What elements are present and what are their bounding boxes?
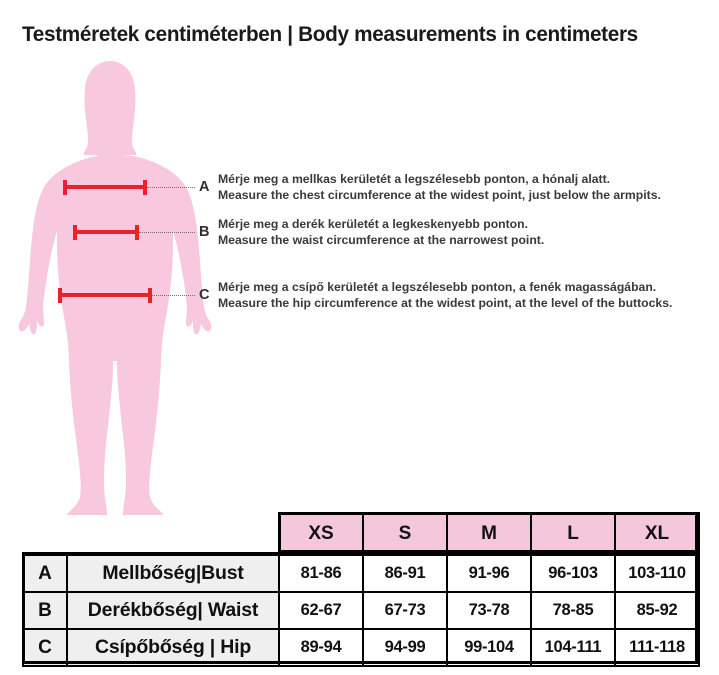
instruction-hip: Mérje meg a csípő kerületét a legszélese… xyxy=(218,280,672,311)
page-title: Testméretek centiméterben | Body measure… xyxy=(22,22,638,46)
waist-line-cap-right xyxy=(135,225,139,240)
row-letter-b: B xyxy=(22,591,68,630)
instruction-bust-en: Measure the chest circumference at the w… xyxy=(218,187,661,202)
cell-hip-l: 104-111 xyxy=(530,628,616,667)
cell-hip-m: 99-104 xyxy=(446,628,532,667)
row-label-bust: Mellbőség|Bust xyxy=(66,554,280,593)
bust-leader-line xyxy=(147,187,195,188)
hip-line-cap-right xyxy=(148,288,152,303)
body-figure-diagram: A B C xyxy=(0,55,260,515)
header-spacer-letter xyxy=(23,513,67,555)
bust-line-cap-right xyxy=(143,180,147,195)
cell-bust-s: 86-91 xyxy=(362,554,448,593)
cell-waist-xs: 62-67 xyxy=(278,591,364,630)
cell-bust-xs: 81-86 xyxy=(278,554,364,593)
waist-letter-label: B xyxy=(199,224,210,240)
size-chart-table: XS S M L XL A Mellbőség|Bust 81-86 86-91… xyxy=(22,512,700,667)
row-label-hip: Csípőbőség | Hip xyxy=(66,628,280,667)
cell-hip-xs: 89-94 xyxy=(278,628,364,667)
cell-waist-xl: 85-92 xyxy=(614,591,700,630)
female-body-silhouette xyxy=(18,61,212,515)
size-header-m: M xyxy=(446,512,532,556)
cell-hip-xl: 111-118 xyxy=(614,628,700,667)
waist-measure-line xyxy=(73,230,139,234)
bust-letter-label: A xyxy=(199,179,210,195)
table-row: B Derékbőség| Waist 62-67 67-73 73-78 78… xyxy=(22,591,700,630)
cell-waist-m: 73-78 xyxy=(446,591,532,630)
table-row: C Csípőbőség | Hip 89-94 94-99 99-104 10… xyxy=(22,628,700,667)
cell-waist-s: 67-73 xyxy=(362,591,448,630)
waist-leader-line xyxy=(139,232,195,233)
instruction-bust-hu: Mérje meg a mellkas kerületét a legszéle… xyxy=(218,172,611,186)
cell-bust-l: 96-103 xyxy=(530,554,616,593)
instruction-waist-en: Measure the waist circumference at the n… xyxy=(218,232,545,247)
instruction-waist: Mérje meg a derék kerületét a legkeskeny… xyxy=(218,217,544,248)
cell-waist-l: 78-85 xyxy=(530,591,616,630)
size-header-l: L xyxy=(530,512,616,556)
size-header-s: S xyxy=(362,512,448,556)
cell-hip-s: 94-99 xyxy=(362,628,448,667)
size-header-xs: XS xyxy=(278,512,364,556)
row-label-waist: Derékbőség| Waist xyxy=(66,591,280,630)
bust-measure-line xyxy=(63,185,147,189)
instruction-bust: Mérje meg a mellkas kerületét a legszéle… xyxy=(218,172,661,203)
size-header-xl: XL xyxy=(614,512,700,556)
cell-bust-m: 91-96 xyxy=(446,554,532,593)
row-letter-a: A xyxy=(22,554,68,593)
instruction-hip-hu: Mérje meg a csípő kerületét a legszélese… xyxy=(218,280,657,294)
hip-leader-line xyxy=(152,295,195,296)
table-header-row: XS S M L XL xyxy=(23,512,700,556)
row-letter-c: C xyxy=(22,628,68,667)
table-row: A Mellbőség|Bust 81-86 86-91 91-96 96-10… xyxy=(22,554,700,593)
hip-measure-line xyxy=(58,293,152,297)
hip-letter-label: C xyxy=(199,287,210,303)
header-spacer-label xyxy=(67,513,279,555)
instruction-waist-hu: Mérje meg a derék kerületét a legkeskeny… xyxy=(218,217,528,231)
cell-bust-xl: 103-110 xyxy=(614,554,700,593)
instruction-hip-en: Measure the hip circumference at the wid… xyxy=(218,295,673,310)
